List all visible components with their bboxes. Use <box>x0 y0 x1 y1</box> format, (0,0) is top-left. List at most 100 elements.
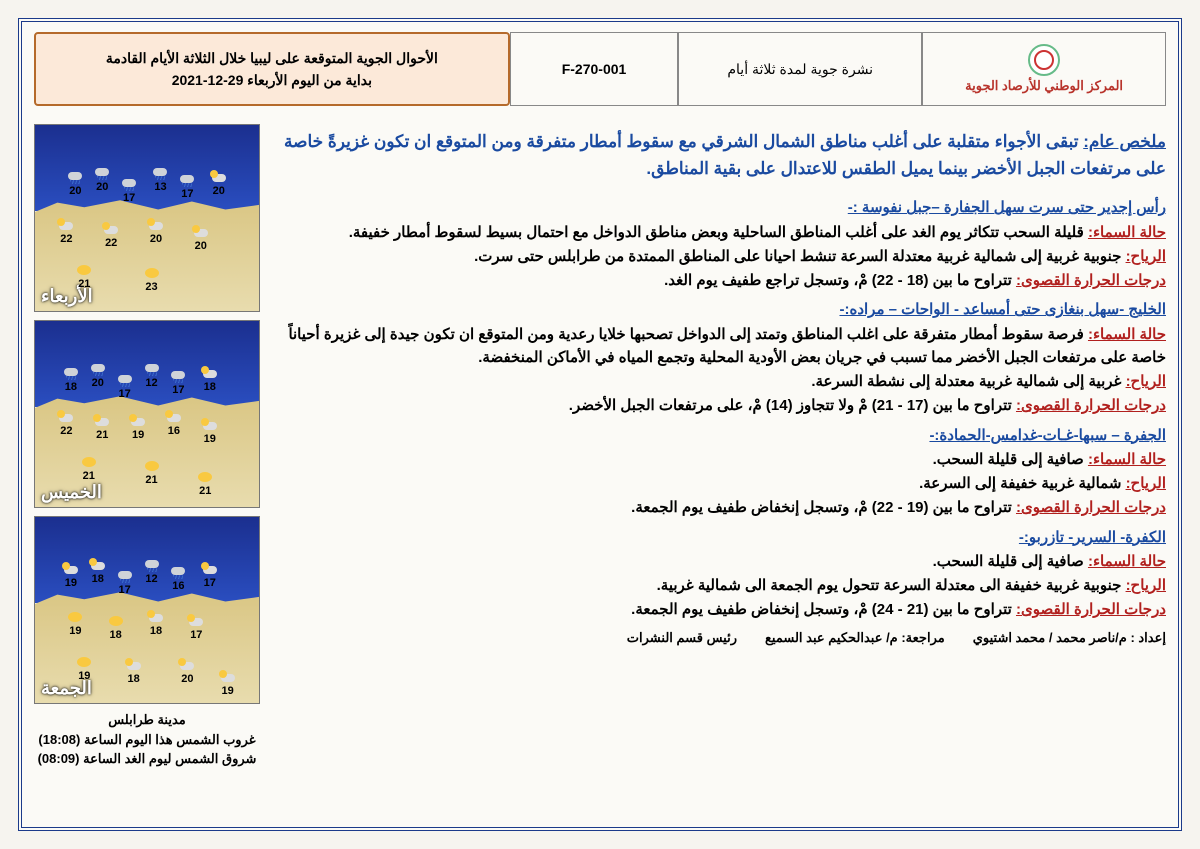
temp-value: 20 <box>213 185 225 197</box>
sky-key: حالة السماء: <box>1088 451 1166 468</box>
document-frame: الأحوال الجوية المتوقعة على ليبيا خلال ا… <box>18 18 1182 831</box>
forecast-map-card: الخميس1820171217182221191619212121 <box>34 320 260 508</box>
temp-value: 20 <box>195 240 207 252</box>
temp-value: 17 <box>123 192 135 204</box>
map-temp-point: 20 <box>147 218 165 245</box>
region-wind: الرياح: غربية إلى شمالية غربية معتدلة إل… <box>274 370 1166 393</box>
weather-cld-icon <box>219 670 237 684</box>
maps-column: الأربعاء202017131720222220202123الخميس18… <box>34 124 260 799</box>
map-temp-point: 20 <box>66 170 84 197</box>
org-logo-icon <box>1028 44 1060 76</box>
region-sky: حالة السماء: صافية إلى قليلة السحب. <box>274 448 1166 471</box>
weather-rain-icon <box>120 177 138 191</box>
summary-label: ملخص عام: <box>1083 132 1166 151</box>
temp-value: 17 <box>190 629 202 641</box>
map-temp-point: 19 <box>62 562 80 589</box>
weather-cld-icon <box>57 218 75 232</box>
temp-value: 21 <box>83 470 95 482</box>
header-title-box: الأحوال الجوية المتوقعة على ليبيا خلال ا… <box>34 32 510 106</box>
region-block: الجفرة – سبها-غـات-غدامس-الحمادة:-حالة ا… <box>274 424 1166 520</box>
map-temp-point: 17 <box>187 614 205 641</box>
weather-cld-icon <box>201 418 219 432</box>
temp-value: 18 <box>65 381 77 393</box>
temp-value: 18 <box>127 673 139 685</box>
weather-sun-icon <box>107 614 125 628</box>
temp-value: 12 <box>145 573 157 585</box>
sun-sunset: غروب الشمس هذا اليوم الساعة (18:08) <box>34 730 260 750</box>
credits-row: إعداد : م/ناصر محمد / محمد اشتيوي مراجعة… <box>274 628 1166 648</box>
header-row: الأحوال الجوية المتوقعة على ليبيا خلال ا… <box>34 32 1166 106</box>
map-temp-point: 16 <box>165 410 183 437</box>
weather-cld-icon <box>187 614 205 628</box>
weather-sun-icon <box>143 266 161 280</box>
temp-value: 18 <box>150 625 162 637</box>
sun-sunrise: شروق الشمس ليوم الغد الساعة (08:09) <box>34 749 260 769</box>
weather-cld-icon <box>165 410 183 424</box>
temp-value: 21 <box>96 429 108 441</box>
region-title: الخليج -سهل بنغازى حتى أمساعد - الواحات … <box>274 298 1166 321</box>
map-temp-point: 16 <box>169 565 187 592</box>
temp-value: 23 <box>145 281 157 293</box>
temp-value: 17 <box>172 384 184 396</box>
weather-rain-icon <box>169 565 187 579</box>
map-temp-point: 17 <box>120 177 138 204</box>
map-temp-point: 22 <box>57 410 75 437</box>
region-wind: الرياح: جنوبية غربية إلى شمالية غربية مع… <box>274 245 1166 268</box>
temp-value: 21 <box>78 278 90 290</box>
region-title: رأس إجدير حتى سرت سهل الجفارة –جبل نفوسة… <box>274 196 1166 219</box>
weather-rain-icon <box>169 369 187 383</box>
map-temp-point: 12 <box>143 362 161 389</box>
credits-prepared: إعداد : م/ناصر محمد / محمد اشتيوي <box>973 628 1166 648</box>
temp-value: 20 <box>92 377 104 389</box>
weather-rain-icon <box>151 166 169 180</box>
map-temp-point: 19 <box>66 610 84 637</box>
weather-cld-icon <box>192 225 210 239</box>
map-temp-point: 22 <box>57 218 75 245</box>
weather-cld-icon <box>201 366 219 380</box>
summary-text: تبقى الأجواء متقلبة على أغلب مناطق الشما… <box>284 132 1166 178</box>
temp-value: 20 <box>96 181 108 193</box>
weather-cld-icon <box>201 562 219 576</box>
region-wind: الرياح: جنوبية غربية خفيفة الى معتدلة ال… <box>274 574 1166 597</box>
map-temp-point: 17 <box>116 569 134 596</box>
temp-value: 19 <box>78 670 90 682</box>
map-temp-point: 21 <box>143 459 161 486</box>
weather-cld-icon <box>102 222 120 236</box>
weather-cld-icon <box>93 414 111 428</box>
map-temp-point: 17 <box>201 562 219 589</box>
temp-value: 19 <box>65 577 77 589</box>
map-temp-point: 20 <box>89 362 107 389</box>
temp-value: 18 <box>204 381 216 393</box>
header-org: المركز الوطني للأرصاد الجوية <box>922 32 1166 106</box>
weather-cld-icon <box>178 658 196 672</box>
weather-cld-icon <box>125 658 143 672</box>
weather-rain-icon <box>116 569 134 583</box>
region-temp: درجات الحرارة القصوى: تتراوح ما بين (21 … <box>274 598 1166 621</box>
weather-sun-icon <box>196 470 214 484</box>
weather-rain-icon <box>66 170 84 184</box>
temp-value: 22 <box>60 425 72 437</box>
weather-cld-icon <box>147 218 165 232</box>
temp-key: درجات الحرارة القصوى: <box>1016 601 1166 618</box>
map-temp-point: 19 <box>75 655 93 682</box>
weather-rain-icon <box>178 173 196 187</box>
temp-value: 17 <box>119 388 131 400</box>
weather-sun-icon <box>75 263 93 277</box>
weather-cld-icon <box>89 558 107 572</box>
sun-city: مدينة طرابلس <box>34 710 260 730</box>
temp-value: 19 <box>132 429 144 441</box>
map-temp-point: 18 <box>201 366 219 393</box>
temp-value: 13 <box>154 181 166 193</box>
map-temp-point: 21 <box>75 263 93 290</box>
map-temp-point: 20 <box>192 225 210 252</box>
general-summary: ملخص عام: تبقى الأجواء متقلبة على أغلب م… <box>274 128 1166 182</box>
map-temp-point: 18 <box>107 614 125 641</box>
header-code: F-270-001 <box>510 32 679 106</box>
header-title-line2: بداية من اليوم الأربعاء 29-12-2021 <box>172 69 372 91</box>
region-title: الكفرة- السرير- تازربو:- <box>274 526 1166 549</box>
map-temp-layer: 1918171216171918181719182019 <box>35 517 259 703</box>
weather-rain-icon <box>116 373 134 387</box>
weather-cld-icon <box>147 610 165 624</box>
credits-reviewed: مراجعة: م/ عبدالحكيم عبد السميع <box>765 628 945 648</box>
map-temp-point: 21 <box>80 455 98 482</box>
